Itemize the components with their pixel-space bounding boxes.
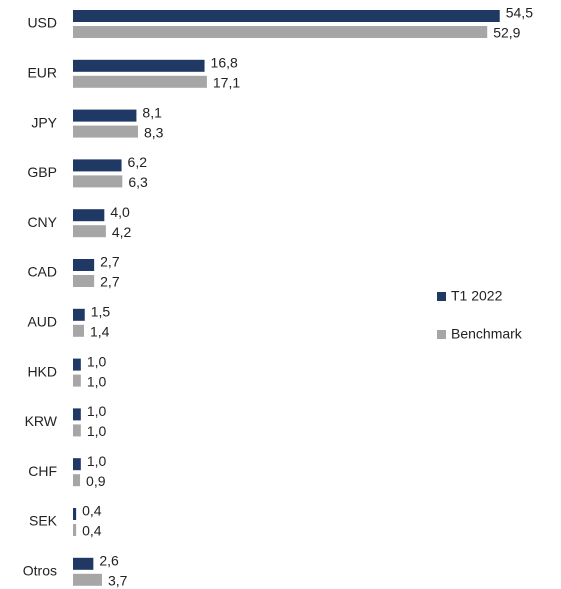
bar xyxy=(73,225,106,238)
bar xyxy=(73,308,85,321)
category-label: KRW xyxy=(25,413,58,429)
legend-swatch xyxy=(437,292,446,301)
bar xyxy=(73,10,500,22)
data-label: 4,0 xyxy=(110,204,130,220)
data-label: 54,5 xyxy=(506,5,533,21)
data-label: 8,3 xyxy=(144,124,164,140)
category-label: AUD xyxy=(27,314,57,330)
data-label: 2,6 xyxy=(99,553,119,569)
bar xyxy=(73,109,137,122)
bar xyxy=(73,275,95,287)
data-label: 2,7 xyxy=(100,274,120,290)
bar xyxy=(73,358,81,371)
category-label: SEK xyxy=(29,513,58,529)
category-label: CNY xyxy=(27,214,57,230)
category-label: JPY xyxy=(31,114,57,130)
category-label: USD xyxy=(27,15,57,31)
category-label: CAD xyxy=(27,264,57,280)
category-label: EUR xyxy=(27,65,57,81)
data-label: 1,0 xyxy=(87,403,107,419)
data-label: 1,4 xyxy=(90,324,110,340)
bar xyxy=(73,408,81,421)
data-label: 52,9 xyxy=(493,25,520,41)
category-label: GBP xyxy=(27,164,57,180)
data-label: 1,0 xyxy=(87,353,107,369)
bar xyxy=(73,209,105,222)
data-label: 0,9 xyxy=(86,473,106,489)
bar xyxy=(73,458,81,471)
category-label: Otros xyxy=(23,563,57,579)
data-label: 0,4 xyxy=(82,503,102,519)
data-label: 2,7 xyxy=(100,254,120,270)
bar xyxy=(73,159,122,172)
bar xyxy=(73,424,81,437)
category-label: CHF xyxy=(28,463,57,479)
category-label: HKD xyxy=(27,363,57,379)
bar xyxy=(73,125,138,138)
bar xyxy=(73,175,123,188)
legend-label: T1 2022 xyxy=(451,288,503,304)
data-label: 1,0 xyxy=(87,423,107,439)
bar xyxy=(73,474,81,487)
data-label: 16,8 xyxy=(211,55,238,71)
data-label: 6,2 xyxy=(128,154,148,170)
legend-swatch xyxy=(437,330,446,339)
legend-label: Benchmark xyxy=(451,326,523,342)
bar xyxy=(73,26,488,38)
data-label: 3,7 xyxy=(108,573,128,589)
bar xyxy=(73,508,77,520)
data-label: 1,0 xyxy=(87,373,107,389)
bar xyxy=(73,75,207,88)
data-label: 1,0 xyxy=(87,453,107,469)
bar xyxy=(73,524,77,536)
bar xyxy=(73,374,81,387)
data-label: 17,1 xyxy=(213,75,240,91)
bar xyxy=(73,324,84,337)
data-label: 8,1 xyxy=(142,104,162,120)
bar xyxy=(73,573,102,586)
bar xyxy=(73,259,95,271)
bar xyxy=(73,557,94,570)
data-label: 1,5 xyxy=(91,304,111,320)
data-label: 0,4 xyxy=(82,523,102,539)
data-label: 4,2 xyxy=(112,224,132,240)
bar xyxy=(73,59,205,72)
data-label: 6,3 xyxy=(128,174,148,190)
